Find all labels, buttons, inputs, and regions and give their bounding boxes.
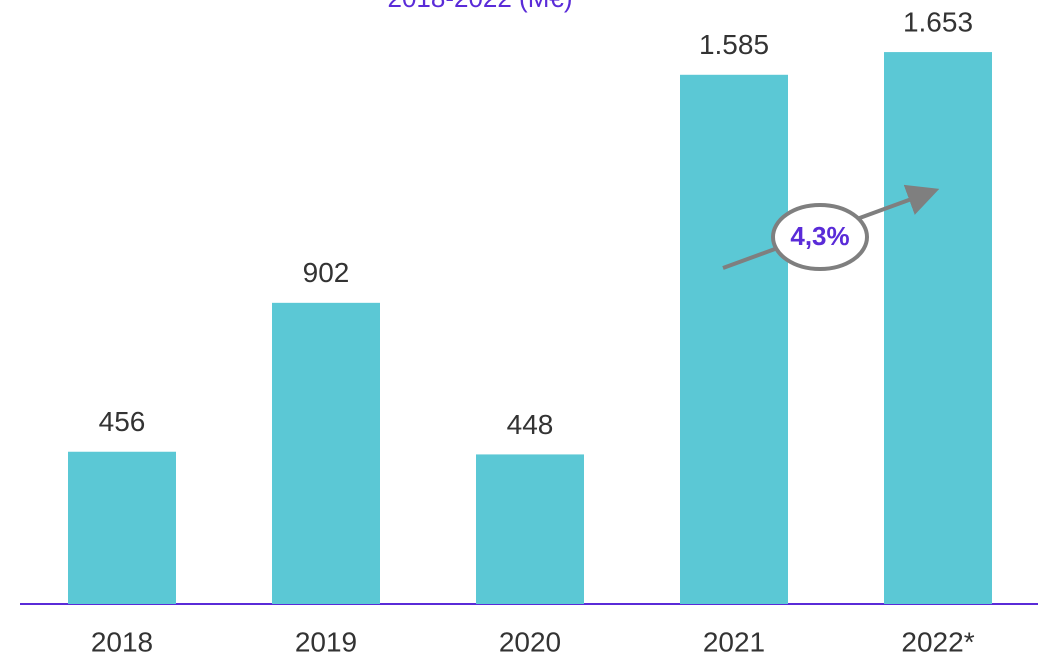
x-tick-label: 2019 <box>295 626 357 657</box>
annotation-ellipse <box>771 203 869 271</box>
bars <box>68 52 992 604</box>
chart-subtitle: 2018-2022 (M€) <box>388 0 573 13</box>
x-tick-label: 2021 <box>703 626 765 657</box>
bar <box>272 302 380 604</box>
bar <box>476 454 584 604</box>
value-label: 902 <box>303 257 350 288</box>
annotation-text: 4,3% <box>790 221 849 251</box>
value-label: 1.585 <box>699 29 769 60</box>
value-label: 1.653 <box>903 6 973 37</box>
bar <box>68 451 176 604</box>
value-label: 448 <box>507 409 554 440</box>
value-label: 456 <box>99 406 146 437</box>
bar <box>680 74 788 604</box>
x-tick-label: 2020 <box>499 626 561 657</box>
bar <box>884 52 992 604</box>
x-tick-label: 2022* <box>901 626 974 657</box>
growth-annotation: 4,3% <box>722 184 940 271</box>
x-tick-label: 2018 <box>91 626 153 657</box>
